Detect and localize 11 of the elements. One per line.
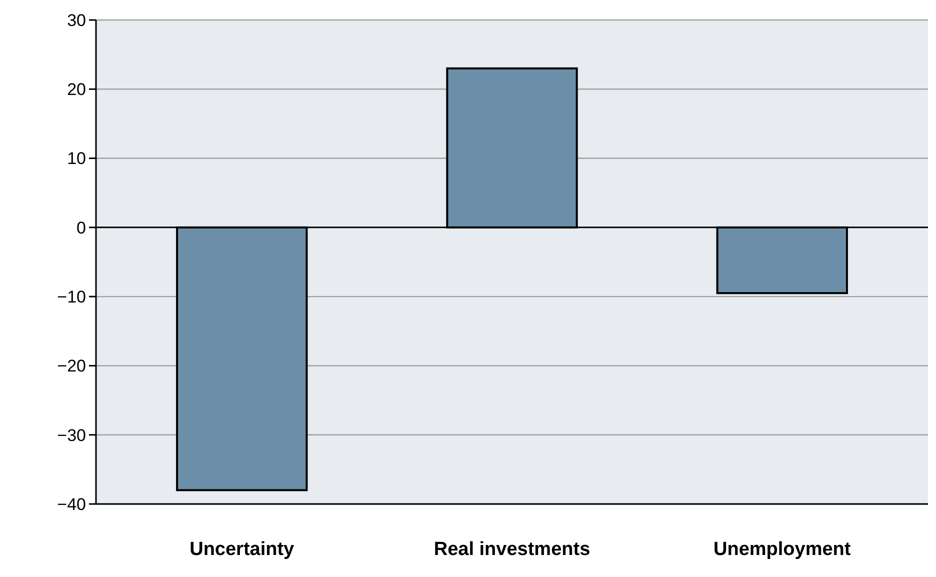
y-tick-label: −10 xyxy=(57,288,86,307)
y-tick-label: 30 xyxy=(67,10,86,30)
y-tick-label: 10 xyxy=(67,149,86,168)
x-tick-label: Uncertainty xyxy=(190,539,295,560)
y-tick-label: −40 xyxy=(57,494,86,514)
y-tick-label: 20 xyxy=(67,80,86,100)
x-tick-label: Real investments xyxy=(434,539,590,560)
y-tick-label: −30 xyxy=(57,426,86,445)
y-tick-label: 0 xyxy=(76,218,86,238)
y-tick-label: −20 xyxy=(57,356,86,376)
x-tick-label: Unemployment xyxy=(714,539,852,560)
